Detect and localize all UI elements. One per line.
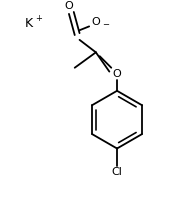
Text: Cl: Cl: [112, 166, 122, 176]
Text: K: K: [25, 17, 33, 30]
Text: −: −: [102, 20, 109, 29]
Text: O: O: [92, 17, 100, 27]
Text: O: O: [65, 1, 73, 11]
Text: O: O: [113, 69, 121, 79]
Text: +: +: [35, 14, 42, 23]
